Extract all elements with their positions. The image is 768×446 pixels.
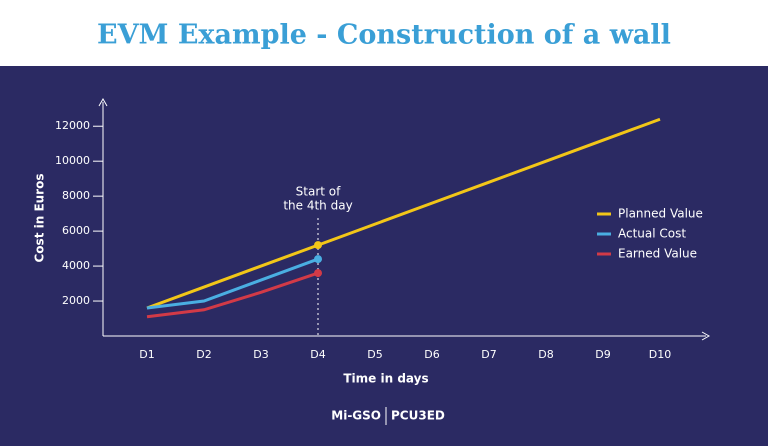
point-marker: [314, 241, 322, 250]
x-arrow: [701, 331, 711, 341]
x-tick-label: D9: [595, 348, 610, 361]
annotation-text: Start of: [296, 185, 341, 199]
series-line: [146, 117, 661, 310]
y-arrow: [98, 97, 108, 107]
x-tick-label: D4: [310, 348, 325, 361]
x-tick-label: D2: [196, 348, 211, 361]
x-tick-label: D6: [424, 348, 439, 361]
x-tick-label: D10: [649, 348, 671, 361]
x-tick-label: D5: [367, 348, 382, 361]
y-axis-label: Cost in Euros: [33, 174, 47, 263]
y-tick-label: 10000: [55, 154, 90, 167]
x-tick-label: D1: [139, 348, 154, 361]
y-tick-label: 8000: [62, 189, 90, 202]
legend-label: Earned Value: [618, 247, 697, 261]
header-bg: [0, 0, 768, 66]
panel-bg: [0, 66, 768, 446]
footer-logo: Mi-GSO: [331, 409, 381, 423]
annotation-text: the 4th day: [283, 199, 352, 213]
x-tick-label: D7: [481, 348, 496, 361]
x-tick-label: D8: [538, 348, 553, 361]
x-axis-label: Time in days: [343, 372, 428, 386]
point-marker: [314, 269, 322, 278]
series-line: [146, 257, 319, 310]
y-tick-label: 4000: [62, 259, 90, 272]
series-line: [146, 271, 319, 319]
chart-title: EVM Example - Construction of a wall: [97, 20, 671, 51]
legend-label: Actual Cost: [618, 227, 686, 241]
x-tick-label: D3: [253, 348, 268, 361]
legend-label: Planned Value: [618, 207, 703, 221]
point-marker: [314, 255, 322, 264]
y-tick-label: 2000: [62, 294, 90, 307]
y-tick-label: 6000: [62, 224, 90, 237]
footer-logo: PCU3ED: [391, 409, 445, 423]
y-tick-label: 12000: [55, 119, 90, 132]
